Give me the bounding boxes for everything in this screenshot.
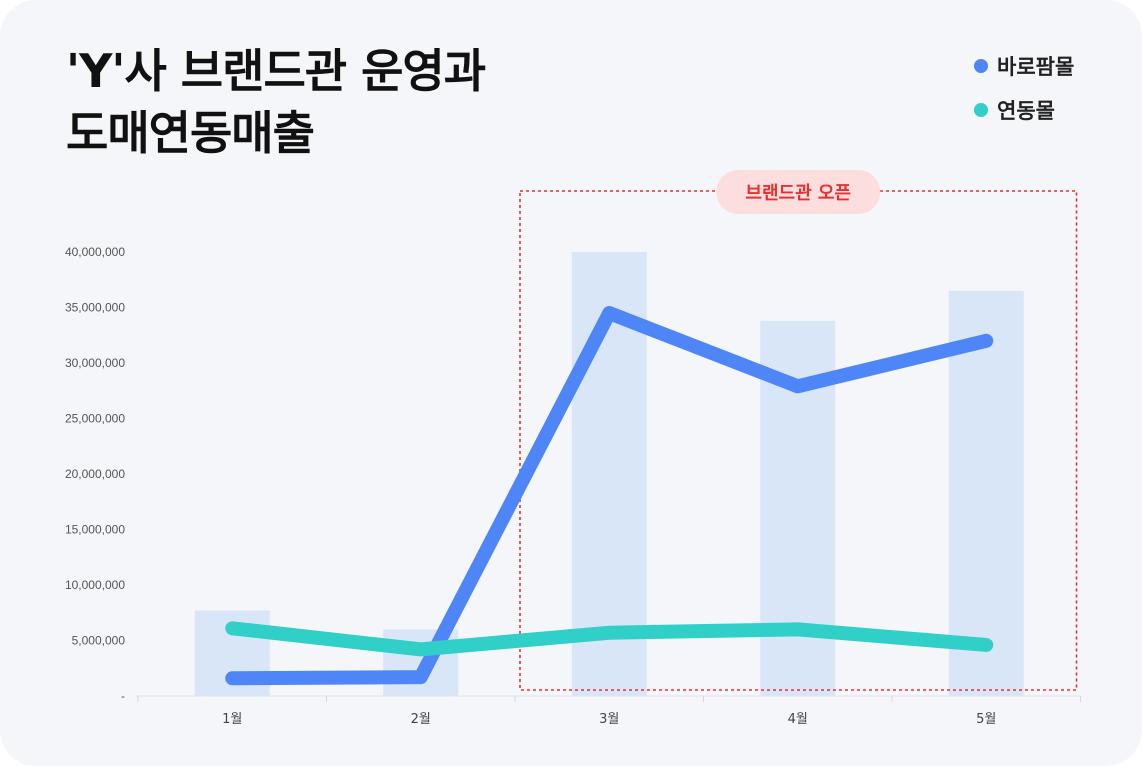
annotation-badge <box>716 170 881 214</box>
legend-dot-linked-mall <box>974 103 988 117</box>
y-tick-label: 10,000,000 <box>65 578 125 592</box>
annotation-label: 브랜드관 오픈 <box>745 183 851 204</box>
y-tick-label: 35,000,000 <box>65 301 125 315</box>
bar <box>948 290 1024 696</box>
legend: 바로팜몰 연동몰 <box>974 44 1074 132</box>
x-tick-label: 3월 <box>599 712 619 727</box>
y-tick-label: 25,000,000 <box>65 412 125 426</box>
y-tick-label: 20,000,000 <box>65 467 125 481</box>
x-tick-label: 5월 <box>976 712 996 727</box>
x-tick-label: 2월 <box>411 712 431 727</box>
legend-item-linked-mall: 연동몰 <box>974 88 1074 132</box>
series-line-linked-mall <box>225 621 994 657</box>
chart-title: 'Y'사 브랜드관 운영과 도매연동매출 <box>66 40 666 164</box>
x-tick-label: 4월 <box>788 712 808 727</box>
legend-dot-baropharm <box>974 59 988 73</box>
y-tick-label: 30,000,000 <box>65 356 125 370</box>
legend-label-baropharm: 바로팜몰 <box>997 55 1075 79</box>
series-line-baropharm <box>225 306 994 686</box>
y-tick-label: 40,000,000 <box>65 245 125 259</box>
y-tick-label: - <box>121 689 125 703</box>
title-line-1: 'Y'사 브랜드관 운영과 <box>66 44 486 98</box>
legend-item-baropharm: 바로팜몰 <box>974 44 1074 88</box>
x-tick-label: 1월 <box>222 712 242 727</box>
y-tick-label: 5,000,000 <box>72 634 126 648</box>
y-tick-label: 15,000,000 <box>65 523 125 537</box>
title-line-2: 도매연동매출 <box>66 106 315 160</box>
legend-label-linked-mall: 연동몰 <box>997 99 1055 123</box>
